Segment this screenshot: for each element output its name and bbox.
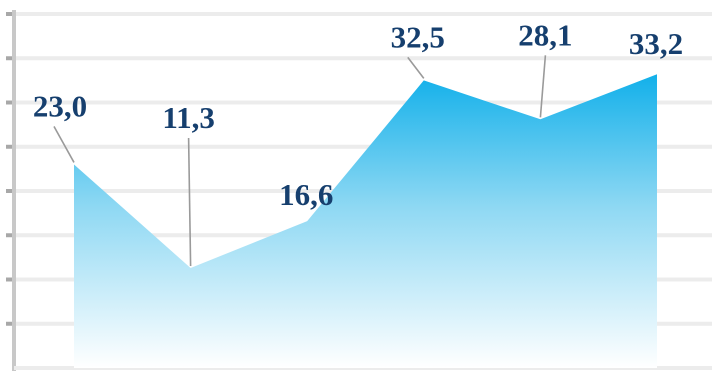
data-label: 23,0	[33, 88, 87, 123]
area-series	[74, 74, 657, 368]
data-label: 33,2	[629, 26, 683, 61]
leader-line	[187, 137, 192, 267]
data-label: 32,5	[391, 19, 445, 54]
data-label: 28,1	[518, 17, 572, 52]
data-label: 16,6	[279, 177, 333, 212]
leader-line	[53, 126, 75, 163]
data-label: 11,3	[162, 100, 215, 135]
leader-line	[539, 55, 547, 118]
leader-line	[407, 56, 425, 79]
data-labels: 23,0 11,3 16,6 32,5 28,1 33,2	[33, 17, 683, 212]
area-fill	[74, 74, 657, 368]
label-leader-lines	[53, 55, 547, 267]
